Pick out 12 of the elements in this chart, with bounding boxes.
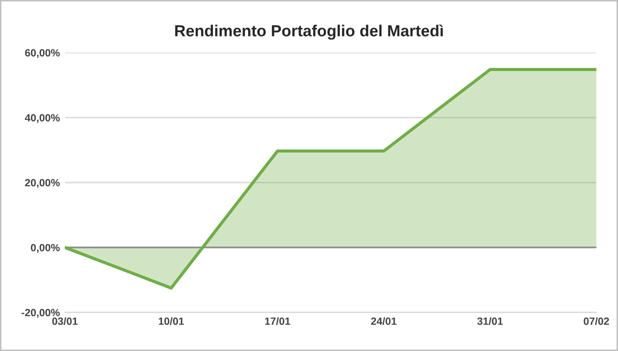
- x-tick-label: 24/01: [371, 317, 397, 326]
- y-tick-label: 60,00%: [25, 49, 60, 58]
- chart-title: Rendimento Portafoglio del Martedì: [175, 24, 443, 40]
- y-tick-label: 20,00%: [25, 179, 60, 188]
- y-tick-label: 40,00%: [24, 114, 60, 123]
- x-tick-label: 10/01: [158, 317, 184, 326]
- x-tick-label: 31/01: [477, 317, 503, 326]
- x-tick-label: 17/01: [265, 317, 290, 326]
- y-tick-label: 0,00%: [30, 244, 60, 253]
- x-tick-label: 03/01: [52, 317, 78, 326]
- y-tick-label: -20,00%: [22, 308, 60, 318]
- x-tick-label: 07/02: [584, 317, 609, 326]
